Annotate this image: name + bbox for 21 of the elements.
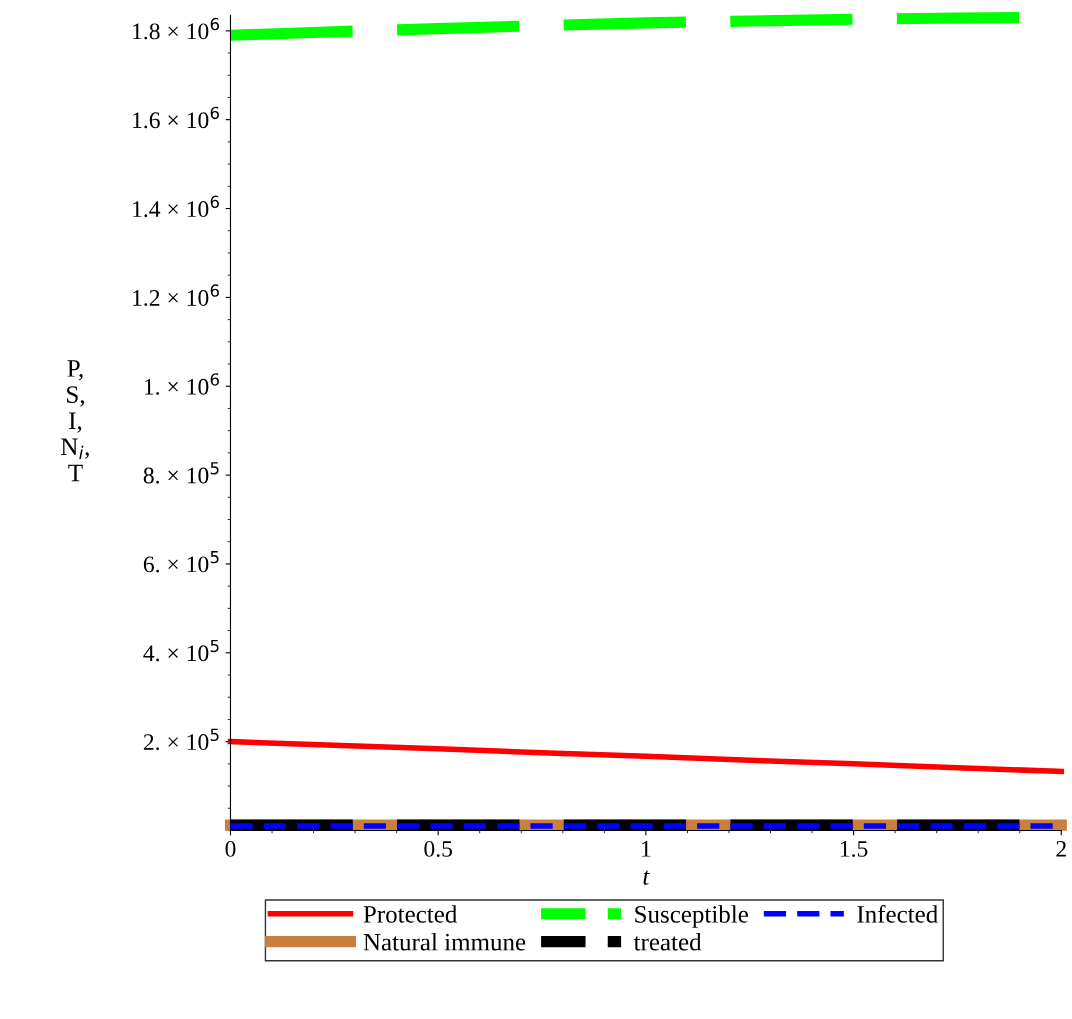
y-tick-label: 1.4 × 10$^{6}$ bbox=[133, 195, 219, 218]
y-axis-title: P, S, I, N$_{i}$, T bbox=[61, 360, 89, 482]
legend-label: Infected bbox=[857, 904, 938, 923]
legend-label: Susceptible bbox=[635, 905, 748, 928]
legend-label: treated bbox=[633, 933, 702, 951]
x-tick-label: 2 bbox=[1056, 840, 1066, 857]
y-tick-label: 4. × 10$^{5}$ bbox=[143, 639, 219, 662]
y-tick-label: 1.2 × 10$^{6}$ bbox=[133, 284, 219, 306]
x-tick-label: 0 bbox=[225, 840, 236, 857]
x-tick-label: 0.5 bbox=[424, 840, 453, 857]
y-tick-label: 1. × 10$^{6}$ bbox=[144, 373, 219, 395]
x-axis-title: t bbox=[643, 870, 650, 885]
y-tick-label: 8. × 10$^{5}$ bbox=[143, 462, 219, 484]
legend-label: Protected bbox=[363, 905, 458, 923]
x-tick-label: 1 bbox=[642, 841, 651, 857]
y-tick-label: 6. × 10$^{5}$ bbox=[143, 551, 219, 573]
y-tick-label: 1.8 × 10$^{6}$ bbox=[133, 17, 219, 40]
y-tick-label: 2. × 10$^{5}$ bbox=[143, 728, 219, 751]
legend-label: Natural immune bbox=[363, 933, 526, 951]
y-tick-label: 1.6 × 10$^{6}$ bbox=[133, 106, 219, 129]
x-tick-label: 1.5 bbox=[840, 841, 868, 857]
